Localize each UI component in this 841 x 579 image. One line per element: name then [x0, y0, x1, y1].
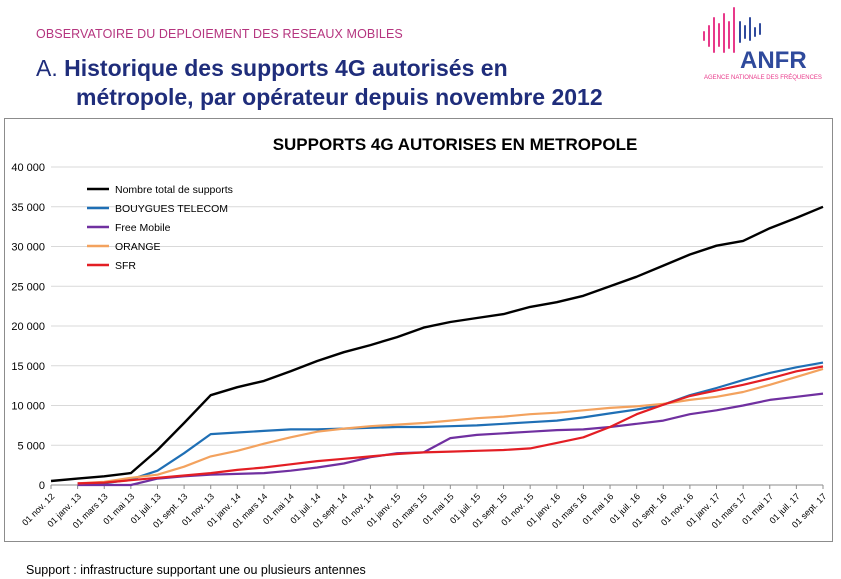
legend-label: BOUYGUES TELECOM	[115, 203, 228, 215]
series-line-3	[77, 367, 824, 485]
y-tick-label: 20 000	[11, 321, 45, 333]
y-tick-label: 30 000	[11, 242, 45, 254]
y-tick-label: 0	[39, 480, 45, 492]
legend-label: SFR	[115, 260, 136, 272]
footer-note: Support : infrastructure supportant une …	[26, 563, 366, 577]
chart-frame: SUPPORTS 4G AUTORISES EN METROPOLE 0 5 000…	[4, 118, 833, 542]
logo-wordmark: ANFR	[740, 47, 807, 74]
y-tick-label: 10 000	[11, 401, 45, 413]
logo-wave	[703, 7, 735, 53]
anfr-logo: ANFR AGENCE NATIONALE DES FRÉQUENCES	[703, 7, 822, 81]
observatoire-header: OBSERVATOIRE DU DEPLOIEMENT DES RESEAUX …	[36, 27, 403, 41]
supports-4g-chart: SUPPORTS 4G AUTORISES EN METROPOLE 0 5 000…	[11, 135, 828, 530]
series-line-2	[77, 392, 824, 487]
y-tick-label: 15 000	[11, 361, 45, 373]
logo-wave-right	[739, 17, 761, 43]
y-tick-label: 25 000	[11, 281, 45, 293]
chart-title: SUPPORTS 4G AUTORISES EN METROPOLE	[273, 135, 638, 154]
page-title: A. Historique des supports 4G autorisés …	[36, 54, 603, 112]
legend-label: Free Mobile	[115, 222, 171, 234]
legend-label: ORANGE	[115, 241, 161, 253]
series-line-1	[77, 361, 824, 486]
series-line-4	[77, 365, 824, 485]
title-line-2: métropole, par opérateur depuis novembre…	[76, 84, 603, 110]
title-prefix: A.	[36, 55, 58, 81]
y-tick-label: 5 000	[17, 440, 45, 452]
series-line-0	[50, 205, 824, 483]
legend-label: Nombre total de supports	[115, 184, 233, 196]
y-tick-label: 40 000	[11, 162, 45, 174]
title-line-1: Historique des supports 4G autorisés en	[64, 55, 508, 81]
y-tick-label: 35 000	[11, 202, 45, 214]
logo-subtitle: AGENCE NATIONALE DES FRÉQUENCES	[704, 74, 822, 81]
